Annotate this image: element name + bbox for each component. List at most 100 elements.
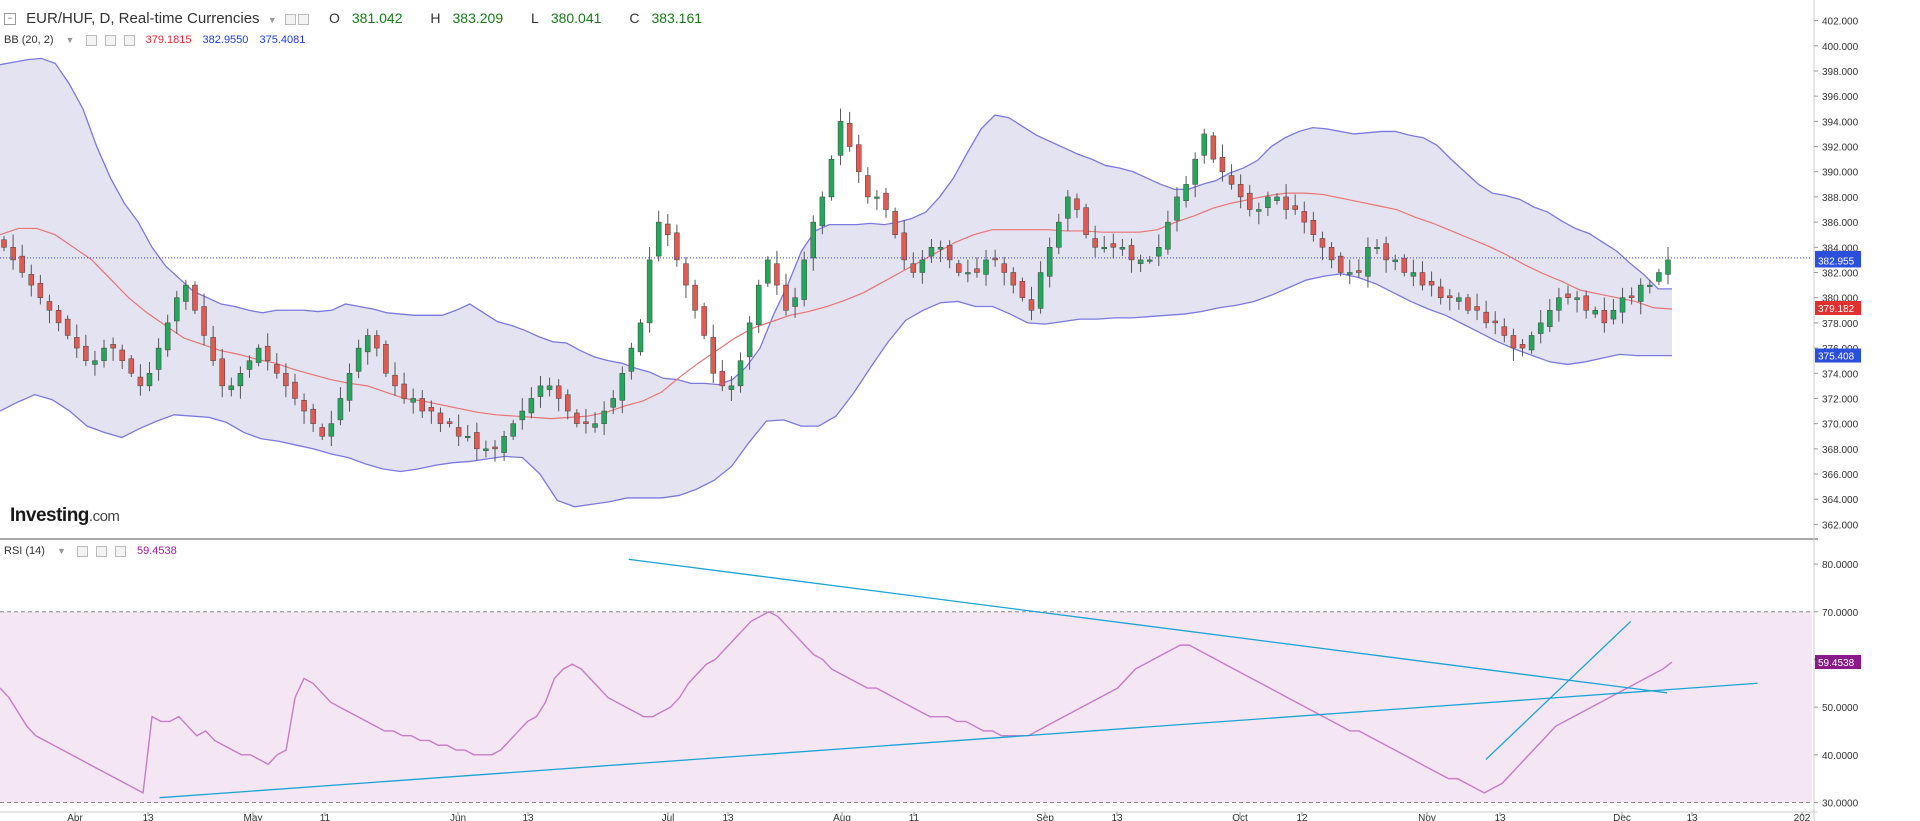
investing-logo: Investing.com xyxy=(10,505,120,527)
candle-body xyxy=(837,121,844,156)
eye-icon[interactable] xyxy=(297,13,309,25)
candle-body xyxy=(674,232,680,261)
candle-body xyxy=(328,423,335,437)
price-label-box xyxy=(1815,300,1861,315)
candle-body xyxy=(783,284,789,311)
price-tick-label: 372.000 xyxy=(1822,394,1859,405)
candle-body xyxy=(1028,299,1035,311)
candle-body xyxy=(1083,207,1089,235)
candle-body xyxy=(1483,311,1489,324)
candle-body xyxy=(310,408,316,424)
candle-body xyxy=(892,211,898,235)
candle-body xyxy=(92,360,98,365)
candle-body xyxy=(719,371,726,387)
bollinger-upper-value: 382.9550 xyxy=(202,34,249,46)
low-label: L xyxy=(531,10,539,26)
candle-body xyxy=(1037,272,1044,309)
candle-body xyxy=(910,263,917,273)
collapse-icon[interactable]: − xyxy=(4,13,16,26)
close-label: C xyxy=(629,10,640,26)
high-value: 383.209 xyxy=(452,10,504,26)
candle-body xyxy=(264,345,271,361)
candle-body xyxy=(1201,133,1208,156)
candle-body xyxy=(1474,306,1480,311)
candle-body xyxy=(1165,221,1171,250)
rsi-tick-label: 80.0000 xyxy=(1822,560,1859,571)
candle-body xyxy=(901,232,907,261)
settings-icon[interactable] xyxy=(284,13,296,25)
candle-body xyxy=(492,446,498,450)
price-label-box xyxy=(1815,253,1861,268)
candle-body xyxy=(1274,196,1280,201)
rsi-trendline xyxy=(159,682,1758,799)
close-value: 383.161 xyxy=(651,10,703,26)
candle-body xyxy=(665,223,671,235)
settings-icon[interactable] xyxy=(76,545,88,557)
candle-body xyxy=(1265,196,1271,208)
candle-body xyxy=(728,385,735,390)
time-tick-label: Jul xyxy=(662,813,675,821)
candle-body xyxy=(364,335,371,353)
time-tick-label: Oct xyxy=(1232,813,1248,821)
candle-body xyxy=(1547,310,1553,327)
candle-body xyxy=(174,297,180,322)
candle-body xyxy=(819,196,826,227)
candle-body xyxy=(792,297,798,307)
price-tick-label: 392.000 xyxy=(1822,143,1859,154)
time-tick-label: Nov xyxy=(1418,813,1436,821)
candle-body xyxy=(237,373,244,387)
candle-body xyxy=(1374,247,1380,250)
close-icon[interactable] xyxy=(123,34,135,46)
close-icon[interactable] xyxy=(114,545,126,557)
price-tick-label: 396.000 xyxy=(1822,92,1859,103)
candle-body xyxy=(1137,259,1144,264)
time-tick-label: 11 xyxy=(909,813,920,821)
candle-body xyxy=(73,337,80,349)
candle-body xyxy=(1665,259,1671,275)
candle-body xyxy=(692,284,698,311)
settings-icon[interactable] xyxy=(85,34,97,46)
bollinger-label: BB (20, 2) xyxy=(4,34,54,46)
chevron-down-icon[interactable]: ▼ xyxy=(267,15,277,25)
candle-body xyxy=(55,310,62,324)
candle-body xyxy=(983,259,989,275)
candle-body xyxy=(37,282,44,298)
chevron-down-icon[interactable]: ▼ xyxy=(65,35,75,45)
price-label-text: 382.955 xyxy=(1818,256,1855,267)
low-value: 380.041 xyxy=(550,10,602,26)
logo-text: Investing xyxy=(10,505,89,526)
rsi-tick-label: 30.0000 xyxy=(1822,798,1859,809)
eye-icon[interactable] xyxy=(95,545,107,557)
rsi-trendline xyxy=(1485,620,1632,761)
price-tick-label: 394.000 xyxy=(1822,117,1859,128)
eye-icon[interactable] xyxy=(104,34,116,46)
rsi-tick-label: 70.0000 xyxy=(1822,608,1859,619)
time-tick-label: May xyxy=(244,813,263,821)
candle-body xyxy=(464,435,471,438)
candle-body xyxy=(855,144,862,172)
chevron-down-icon[interactable]: ▼ xyxy=(56,546,66,556)
candle-body xyxy=(1437,286,1444,298)
candle-body xyxy=(1419,272,1426,286)
rsi-zone xyxy=(0,611,1812,803)
time-tick-label: 13 xyxy=(1111,813,1123,821)
candle-body xyxy=(883,192,889,210)
candle-body xyxy=(874,196,880,199)
candle-body xyxy=(1619,297,1626,313)
candle-body xyxy=(583,421,589,424)
price-tick-label: 370.000 xyxy=(1822,420,1859,431)
candle-body xyxy=(1056,221,1062,248)
candle-body xyxy=(110,344,116,349)
price-label-box xyxy=(1815,348,1861,363)
candle-body xyxy=(746,322,753,358)
candle-body xyxy=(1410,272,1417,277)
chart-header: − EUR/HUF, D, Real-time Currencies ▼ O 38… xyxy=(4,10,726,27)
candle-body xyxy=(1237,184,1244,198)
time-tick-label: 13 xyxy=(522,813,534,821)
price-tick-label: 402.000 xyxy=(1822,17,1859,28)
candle-body xyxy=(828,158,835,198)
time-tick-label: Sep xyxy=(1036,813,1054,821)
price-tick-label: 382.000 xyxy=(1822,269,1859,280)
candle-body xyxy=(537,385,544,397)
